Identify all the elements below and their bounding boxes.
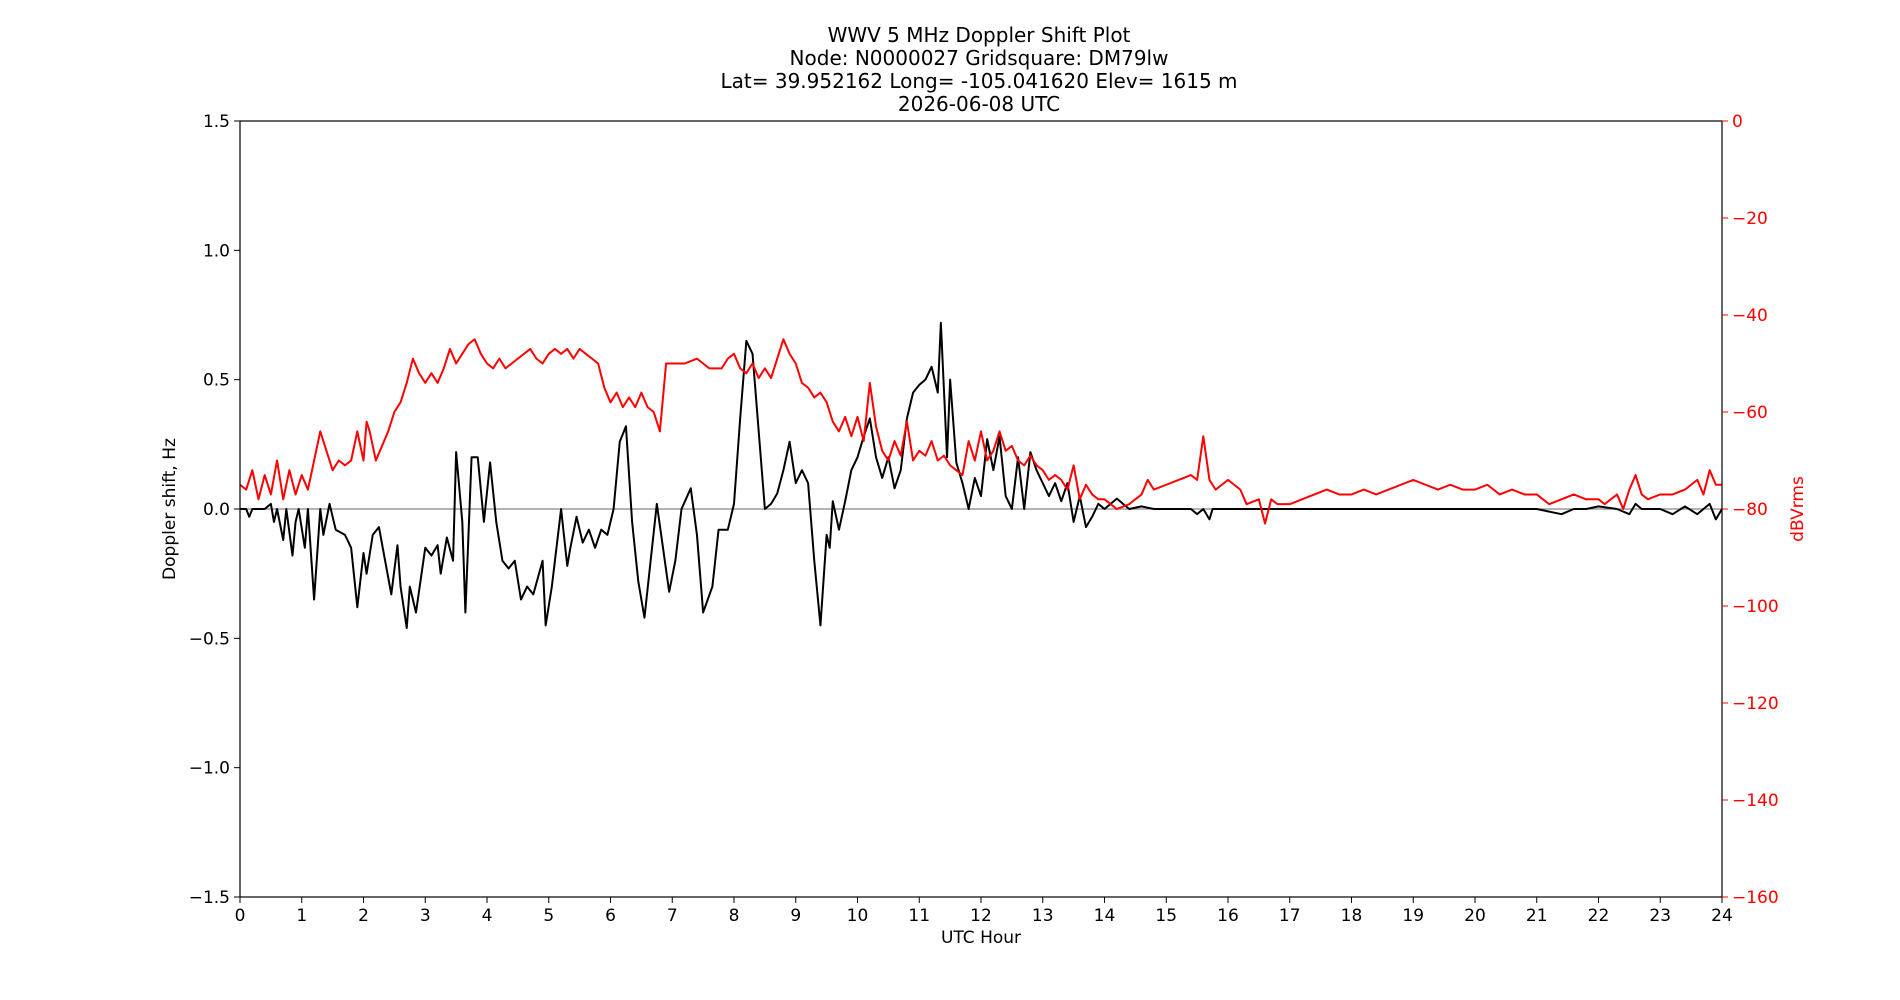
x-tick-label: 19 (1402, 906, 1424, 926)
x-tick-label: 1 (296, 906, 307, 926)
x-tick-label: 9 (790, 906, 801, 926)
doppler-series-line (240, 321, 1723, 629)
x-tick-label: 3 (420, 906, 431, 926)
chart-title-line-4: 2026-06-08 UTC (898, 92, 1060, 116)
y-left-tick-label: −0.5 (189, 629, 230, 649)
x-tick-label: 12 (970, 906, 992, 926)
y-right-tick-label: −20 (1732, 209, 1768, 229)
x-tick-label: 5 (543, 906, 554, 926)
x-tick-label: 22 (1588, 906, 1610, 926)
x-tick-label: 10 (847, 906, 869, 926)
x-tick-label: 11 (908, 906, 930, 926)
y-axis-left: 1.5 1.0 0.5 0.0 −0.5 −1.0 −1.5 (189, 112, 240, 908)
chart-title: WWV 5 MHz Doppler Shift Plot Node: N0000… (720, 23, 1237, 116)
x-tick-label: 2 (358, 906, 369, 926)
y-right-tick-label: −60 (1732, 403, 1768, 423)
x-tick-label: 15 (1155, 906, 1177, 926)
chart-title-line-1: WWV 5 MHz Doppler Shift Plot (828, 23, 1131, 47)
series-layer (239, 321, 1723, 629)
x-tick-label: 14 (1094, 906, 1116, 926)
y-left-tick-label: 0.0 (203, 500, 230, 520)
y-right-tick-label: −160 (1732, 888, 1779, 908)
y-right-tick-label: 0 (1732, 112, 1743, 132)
x-tick-label: 6 (605, 906, 616, 926)
y-left-tick-label: 1.5 (203, 112, 230, 132)
x-tick-label: 23 (1649, 906, 1671, 926)
x-tick-label: 18 (1341, 906, 1363, 926)
y-left-tick-label: 1.0 (203, 241, 230, 261)
x-tick-label: 13 (1032, 906, 1054, 926)
y-right-tick-label: −40 (1732, 306, 1768, 326)
x-axis-label: UTC Hour (941, 928, 1021, 948)
x-tick-label: 20 (1464, 906, 1486, 926)
x-axis: 0 1 2 3 4 5 6 7 8 9 10 11 12 13 14 15 16 17 18 19 20 21 22 23 24 (235, 897, 1733, 926)
chart-title-line-2: Node: N0000027 Gridsquare: DM79lw (790, 46, 1169, 70)
y-right-tick-label: −80 (1732, 500, 1768, 520)
y-right-tick-label: −120 (1732, 694, 1779, 714)
y-right-tick-label: −140 (1732, 791, 1779, 811)
x-tick-label: 8 (729, 906, 740, 926)
chart-title-line-3: Lat= 39.952162 Long= -105.041620 Elev= 1… (720, 69, 1237, 93)
x-tick-label: 0 (235, 906, 246, 926)
y-left-tick-label: 0.5 (203, 371, 230, 391)
y-axis-right: 0 −20 −40 −60 −80 −100 −120 −140 −160 (1722, 112, 1779, 908)
x-tick-label: 21 (1526, 906, 1548, 926)
x-tick-label: 7 (667, 906, 678, 926)
y-right-tick-label: −100 (1732, 597, 1779, 617)
y-left-tick-label: −1.0 (189, 759, 230, 779)
y-axis-left-label: Doppler shift, Hz (160, 438, 180, 580)
y-left-tick-label: −1.5 (189, 888, 230, 908)
x-tick-label: 24 (1711, 906, 1733, 926)
y-axis-right-label: dBVrms (1788, 476, 1808, 542)
x-tick-label: 4 (482, 906, 493, 926)
x-tick-label: 17 (1279, 906, 1301, 926)
power-series-line (239, 338, 1722, 525)
x-tick-label: 16 (1217, 906, 1239, 926)
